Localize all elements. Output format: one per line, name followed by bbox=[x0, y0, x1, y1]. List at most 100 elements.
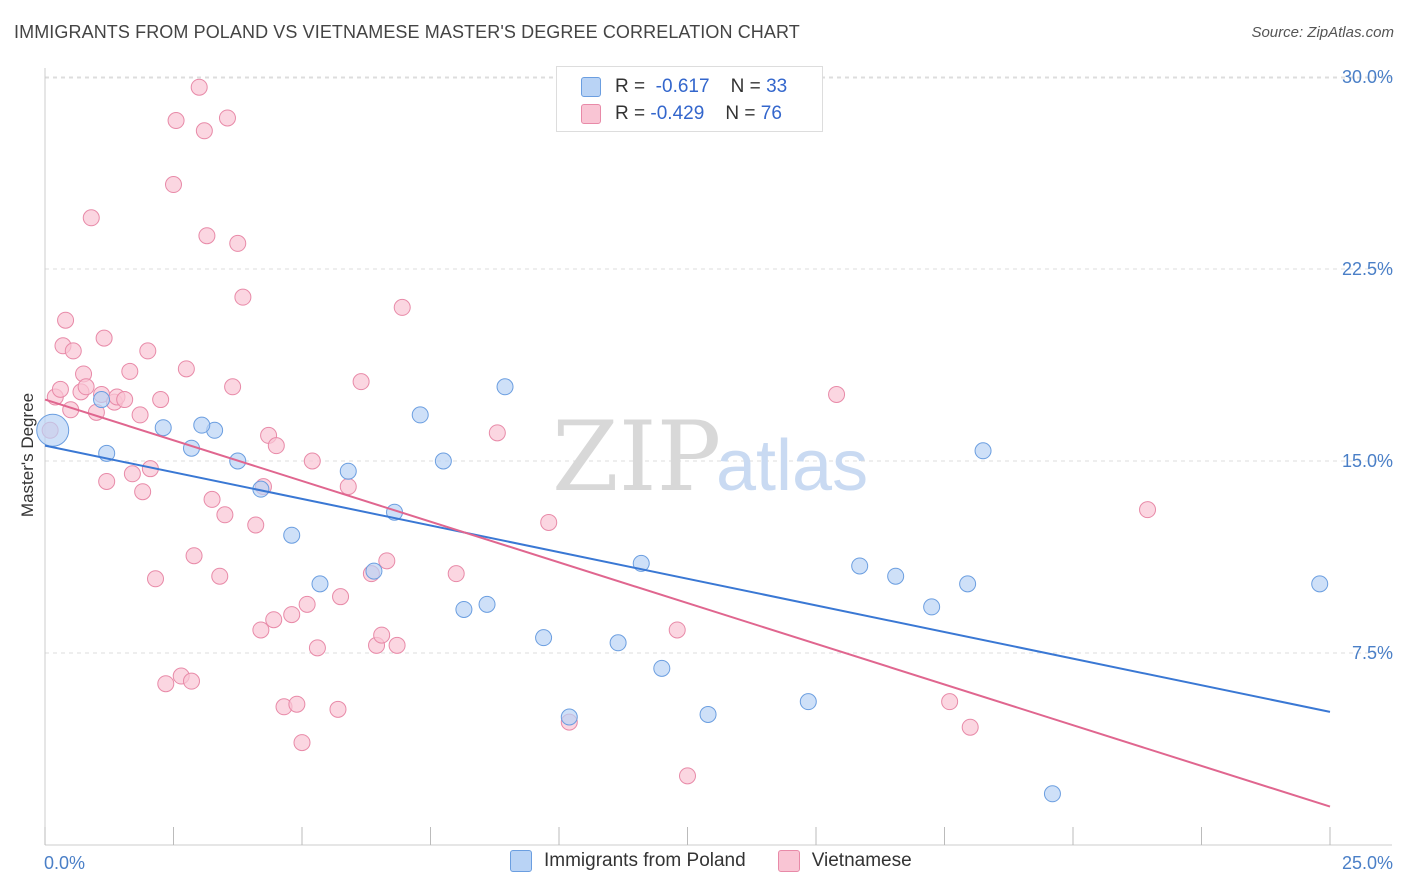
vietnamese-point bbox=[941, 693, 959, 711]
y-tick-label: 30.0% bbox=[1342, 67, 1393, 87]
poland-point bbox=[93, 391, 111, 409]
poland-point bbox=[851, 557, 869, 575]
vietnamese-point bbox=[121, 362, 139, 380]
vietnamese-point bbox=[252, 621, 270, 639]
vietnamese-point bbox=[961, 718, 979, 736]
vietnamese-point bbox=[329, 700, 347, 718]
x-tick-labels: 0.0% 25.0% bbox=[44, 853, 1393, 873]
vietnamese-point bbox=[64, 342, 82, 360]
vietnamese-point bbox=[139, 342, 157, 360]
vietnamese-point bbox=[211, 567, 229, 585]
grid-lines bbox=[45, 76, 1392, 654]
vietnamese-point bbox=[679, 767, 696, 785]
poland-point bbox=[799, 693, 817, 711]
vietnamese-point bbox=[95, 329, 113, 347]
poland-point bbox=[535, 629, 553, 647]
chart-title: IMMIGRANTS FROM POLAND VS VIETNAMESE MAS… bbox=[14, 22, 800, 42]
poland-point bbox=[283, 526, 301, 544]
vietnamese-point bbox=[339, 478, 357, 496]
vietnamese-point bbox=[165, 176, 182, 194]
y-tick-label: 7.5% bbox=[1352, 643, 1393, 663]
axes bbox=[44, 68, 1392, 846]
poland-point bbox=[887, 567, 905, 585]
legend-item-poland[interactable]: Immigrants from Poland bbox=[510, 850, 746, 872]
vietnamese-point bbox=[167, 112, 185, 130]
vietnamese-point bbox=[218, 109, 236, 127]
legend-n-value: 76 bbox=[760, 103, 782, 124]
legend-swatch-vietnamese bbox=[777, 850, 800, 872]
legend-item-vietnamese[interactable]: Vietnamese bbox=[777, 850, 912, 872]
vietnamese-point bbox=[447, 565, 465, 583]
poland-point bbox=[560, 708, 578, 726]
vietnamese-point bbox=[51, 380, 69, 398]
poland-point bbox=[1311, 575, 1329, 593]
vietnamese-point bbox=[267, 437, 285, 455]
y-tick-label: 22.5% bbox=[1342, 259, 1393, 279]
vietnamese-point bbox=[147, 570, 165, 588]
poland-point bbox=[699, 705, 717, 723]
poland-point bbox=[339, 462, 357, 480]
y-tick-labels: 7.5% 15.0% 22.5% 30.0% bbox=[1342, 67, 1393, 663]
poland-point bbox=[609, 634, 627, 652]
vietnamese-point bbox=[131, 406, 149, 424]
vietnamese-trend-line bbox=[44, 398, 1331, 808]
legend-swatch-vietnamese bbox=[581, 104, 601, 124]
poland-point bbox=[923, 598, 941, 616]
vietnamese-point bbox=[393, 298, 411, 316]
x-tick-label: 0.0% bbox=[44, 853, 85, 873]
watermark-atlas: atlas bbox=[716, 426, 868, 506]
vietnamese-point bbox=[195, 122, 213, 140]
vietnamese-point bbox=[352, 373, 370, 391]
vietnamese-point bbox=[828, 385, 846, 403]
series-legend: Immigrants from Poland Vietnamese bbox=[510, 850, 944, 872]
vietnamese-point bbox=[229, 234, 247, 252]
vietnamese-point bbox=[1139, 501, 1157, 519]
vietnamese-point bbox=[216, 506, 234, 524]
poland-point bbox=[959, 575, 977, 593]
x-tick-label: 25.0% bbox=[1342, 853, 1393, 873]
poland-point bbox=[455, 600, 473, 618]
legend-n-label: N = bbox=[725, 103, 756, 124]
vietnamese-point bbox=[234, 288, 252, 306]
vietnamese-points bbox=[41, 78, 1157, 785]
vietnamese-point bbox=[540, 513, 558, 531]
poland-point bbox=[311, 575, 329, 593]
y-axis-title: Master's Degree bbox=[18, 393, 37, 517]
poland-point bbox=[193, 416, 211, 434]
legend-r-label: R = bbox=[615, 103, 646, 124]
vietnamese-point bbox=[190, 78, 208, 96]
legend-swatch-poland bbox=[581, 77, 601, 97]
vietnamese-point bbox=[98, 472, 116, 490]
legend-swatch-poland bbox=[510, 850, 532, 872]
vietnamese-point bbox=[332, 588, 350, 606]
vietnamese-point bbox=[298, 595, 316, 613]
vietnamese-point bbox=[157, 675, 175, 693]
poland-point bbox=[411, 406, 429, 424]
vietnamese-point bbox=[198, 227, 216, 245]
legend-label-poland: Immigrants from Poland bbox=[544, 850, 746, 871]
legend-r-value: -0.617 bbox=[655, 76, 710, 97]
vietnamese-point bbox=[82, 209, 100, 227]
poland-point bbox=[154, 419, 172, 437]
poland-point bbox=[36, 413, 70, 447]
vietnamese-point bbox=[303, 452, 321, 470]
vietnamese-point bbox=[373, 626, 391, 644]
vietnamese-point bbox=[203, 490, 221, 508]
vietnamese-point bbox=[134, 483, 152, 501]
watermark: ZIP atlas bbox=[552, 401, 868, 513]
vietnamese-point bbox=[185, 547, 203, 565]
poland-points bbox=[36, 378, 1329, 803]
vietnamese-point bbox=[668, 621, 686, 639]
poland-point bbox=[365, 562, 383, 580]
legend-row-vietnamese: R = -0.429 N = 76 bbox=[581, 101, 782, 127]
vietnamese-point bbox=[177, 360, 195, 378]
vietnamese-point bbox=[378, 552, 396, 570]
vietnamese-point bbox=[116, 391, 134, 409]
vietnamese-point bbox=[152, 391, 170, 409]
vietnamese-point bbox=[123, 465, 141, 483]
watermark-zip: ZIP bbox=[552, 401, 721, 513]
poland-point bbox=[496, 378, 514, 396]
poland-point bbox=[653, 659, 671, 677]
legend-n-value: 33 bbox=[766, 76, 788, 97]
